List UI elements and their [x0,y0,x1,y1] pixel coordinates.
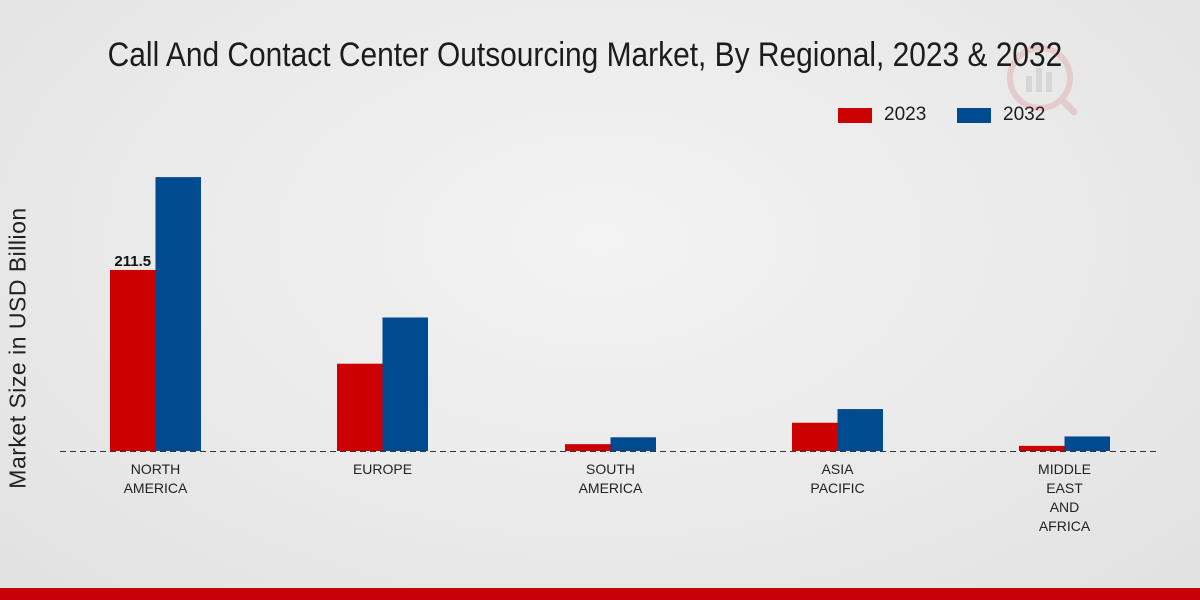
x-tick-label-asia-pacific-line-1: PACIFIC [810,480,864,496]
watermark-logo-icon [1007,45,1078,116]
bar-2023-asia-pacific [792,422,838,451]
bar-2032-europe [382,317,428,451]
x-tick-label-asia-pacific-line-0: ASIA [822,461,855,477]
bottom-accent-bar [0,588,1200,600]
x-tick-label-middle-east-and-africa-line-3: AFRICA [1039,518,1091,534]
x-tick-label-middle-east-and-africa-line-2: AND [1050,499,1080,515]
legend-label-2023: 2023 [884,104,927,125]
bar-2023-south-america [565,444,611,451]
x-tick-label-south-america-line-1: AMERICA [579,480,643,496]
bar-2023-europe [337,363,383,451]
bar-2023-north-america [110,269,156,451]
x-tick-label-middle-east-and-africa-line-1: EAST [1046,480,1083,496]
bar-2032-south-america [610,437,656,451]
chart-title: Call And Contact Center Outsourcing Mark… [107,36,1063,74]
legend-item-2023: 2023 [838,104,926,126]
x-tick-label-north-america-line-0: NORTH [131,461,181,477]
bar-2023-middle-east-and-africa [1019,445,1065,451]
x-tick-label-middle-east-and-africa-line-0: MIDDLE [1038,461,1091,477]
bar-2032-asia-pacific [837,409,883,451]
legend-swatch-2023 [838,107,872,123]
legend-swatch-2032 [957,107,991,123]
legend-label-2032: 2032 [1003,104,1046,125]
x-tick-label-north-america-line-1: AMERICA [124,480,188,496]
x-tick-label-europe-line-0: EUROPE [353,461,412,477]
legend-item-2032: 2032 [957,104,1045,126]
x-tick-label-south-america-line-0: SOUTH [586,461,635,477]
data-label-2023-north-america: 211.5 [114,253,151,270]
bar-2032-middle-east-and-africa [1064,436,1110,451]
bar-2032-north-america [155,177,201,451]
